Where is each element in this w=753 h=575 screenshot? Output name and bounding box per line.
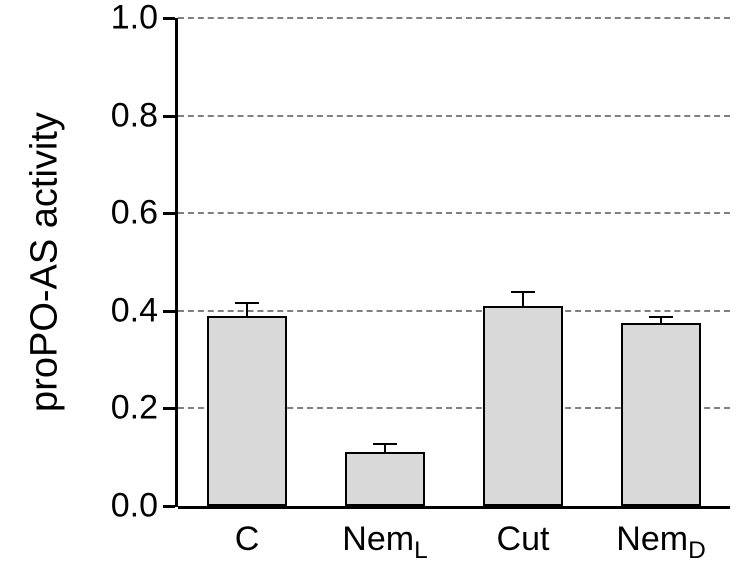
error-cap [649,316,673,318]
y-tick-label: 1.0 [111,0,178,38]
error-cap [373,443,397,445]
x-tick-label: C [235,506,260,559]
chart-container: 0.00.20.40.60.81.0CNemLCutNemD proPO-AS … [0,0,753,575]
grid-line [178,212,730,214]
error-cap [511,291,535,293]
error-bar [522,292,524,306]
y-tick-label: 0.2 [111,389,178,428]
error-bar [384,444,386,452]
grid-line [178,17,730,19]
y-tick-label: 0.4 [111,291,178,330]
x-tick-label: NemD [616,506,705,565]
bar [621,323,701,506]
y-tick-label: 0.0 [111,487,178,526]
grid-line [178,310,730,312]
plot-area: 0.00.20.40.60.81.0CNemLCutNemD [178,18,730,506]
bar [345,452,425,506]
x-tick-label: NemL [342,506,427,565]
error-bar [246,303,248,315]
y-axis-title: proPO-AS activity [24,112,67,412]
y-axis-line [175,18,178,507]
y-tick-label: 0.8 [111,96,178,135]
y-tick-label: 0.6 [111,194,178,233]
bar [483,306,563,506]
grid-line [178,115,730,117]
error-cap [235,302,259,304]
bar [207,316,287,506]
x-tick-label: Cut [497,506,550,559]
